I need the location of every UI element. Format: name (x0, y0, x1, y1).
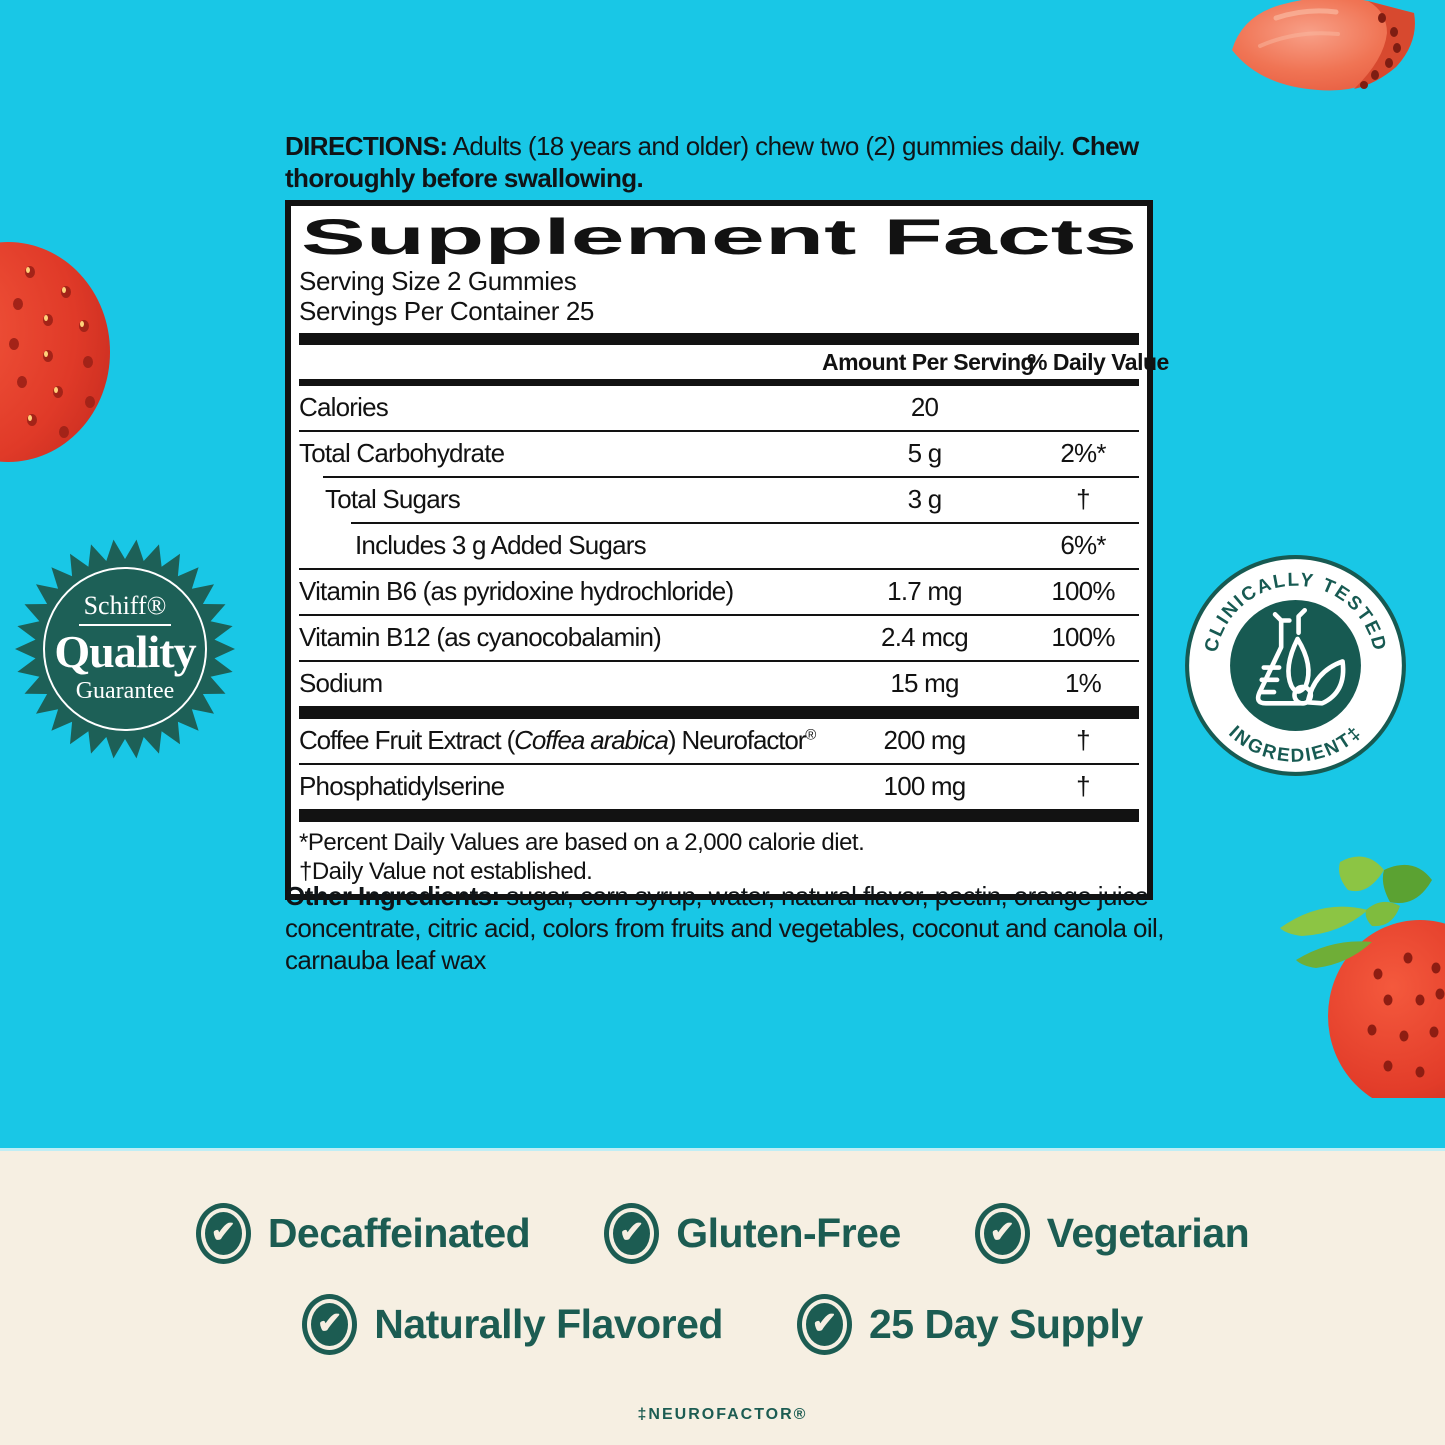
check-icon: ✔ (974, 1203, 1030, 1264)
dagger-footnote: †Daily Value not established. (299, 858, 593, 886)
schiff-guarantee-text: Guarantee (75, 678, 175, 705)
nutrient-row-coffee-fruit-extract: Coffee Fruit Extract (Coffea arabica) Ne… (299, 724, 1091, 755)
divider-thin (299, 659, 1139, 662)
nutrient-row-total-carbohydrate: Total Carbohydrate 5 g 2%* (299, 437, 1106, 468)
nutrient-row-added-sugars: Includes 3 g Added Sugars 6%* (355, 529, 1106, 560)
feature-naturally-flavored: ✔ Naturally Flavored (302, 1294, 723, 1355)
schiff-badge-circle: Schiff® Quality Guarantee (43, 567, 207, 731)
divider-medium (299, 378, 1139, 386)
serving-size: Serving Size 2 Gummies (299, 266, 577, 296)
divider-thick (299, 808, 1139, 822)
daily-value-header: % Daily Value (1027, 348, 1169, 375)
divider-thick (299, 705, 1139, 719)
daily-value-footnote: *Percent Daily Values are based on a 2,0… (299, 828, 865, 856)
amount-per-serving-header: Amount Per Serving (822, 348, 1035, 375)
check-icon: ✔ (302, 1294, 358, 1355)
schiff-rule (79, 624, 171, 627)
flask-leaf-icon (1255, 607, 1346, 706)
supplement-facts-title: Supplement Facts (301, 210, 1137, 264)
divider-thin (299, 429, 1139, 432)
svg-text:Supplement Facts: Supplement Facts (301, 210, 1137, 264)
check-icon: ✔ (796, 1294, 852, 1355)
divider-thin (299, 762, 1139, 765)
divider-thin (299, 567, 1139, 570)
directions-text: DIRECTIONS: Adults (18 years and older) … (285, 130, 1175, 194)
servings-per-container: Servings Per Container 25 (299, 296, 594, 327)
divider-thin-indented (351, 521, 1139, 524)
divider-thin (299, 613, 1139, 616)
feature-row-1: ✔ Decaffeinated ✔ Gluten-Free ✔ Vegetari… (0, 1203, 1445, 1264)
divider-thin-indented (323, 475, 1139, 478)
cream-background (0, 1148, 1445, 1445)
nutrient-row-total-sugars: Total Sugars 3 g † (325, 483, 1091, 514)
nutrient-row-vitamin-b12: Vitamin B12 (as cyanocobalamin) 2.4 mcg … (299, 621, 1115, 652)
feature-vegetarian: ✔ Vegetarian (974, 1203, 1250, 1264)
nutrient-row-calories: Calories 20 (299, 391, 939, 422)
clinically-tested-badge: CLINICALLY TESTED INGREDIENT‡ (1183, 553, 1408, 778)
supplement-facts-panel: Supplement Facts Serving Size 2 Gummies … (285, 200, 1169, 901)
directions-line2: thoroughly before swallowing. (285, 163, 644, 194)
schiff-brand-text: Schiff® (83, 591, 167, 621)
strawberry-slice-image (1232, 0, 1415, 91)
strawberry-left-image (0, 242, 110, 462)
other-ingredients-text: Other Ingredients: sugar, corn syrup, wa… (285, 881, 1164, 976)
nutrient-row-vitamin-b6: Vitamin B6 (as pyridoxine hydrochloride)… (299, 575, 1115, 606)
check-icon: ✔ (604, 1203, 660, 1264)
nutrient-row-sodium: Sodium 15 mg 1% (299, 667, 1102, 698)
divider-thick (299, 332, 1139, 345)
strawberry-bottom-image (1280, 856, 1445, 1098)
schiff-quality-badge: Schiff® Quality Guarantee (14, 538, 236, 760)
nutrient-row-phosphatidylserine: Phosphatidylserine 100 mg † (299, 770, 1091, 801)
column-headers: Amount Per Serving % Daily Value (299, 345, 1169, 379)
feature-gluten-free: ✔ Gluten-Free (604, 1203, 901, 1264)
feature-callouts: ✔ Decaffeinated ✔ Gluten-Free ✔ Vegetari… (0, 1203, 1445, 1385)
check-icon: ✔ (195, 1203, 251, 1264)
directions-line1: DIRECTIONS: Adults (18 years and older) … (285, 131, 1139, 161)
feature-decaffeinated: ✔ Decaffeinated (195, 1203, 531, 1264)
neurofactor-footnote: ‡NEUROFACTOR® (637, 1406, 808, 1423)
schiff-quality-text: Quality (54, 626, 196, 678)
feature-row-2: ✔ Naturally Flavored ✔ 25 Day Supply (0, 1294, 1445, 1355)
feature-25-day-supply: ✔ 25 Day Supply (796, 1294, 1143, 1355)
